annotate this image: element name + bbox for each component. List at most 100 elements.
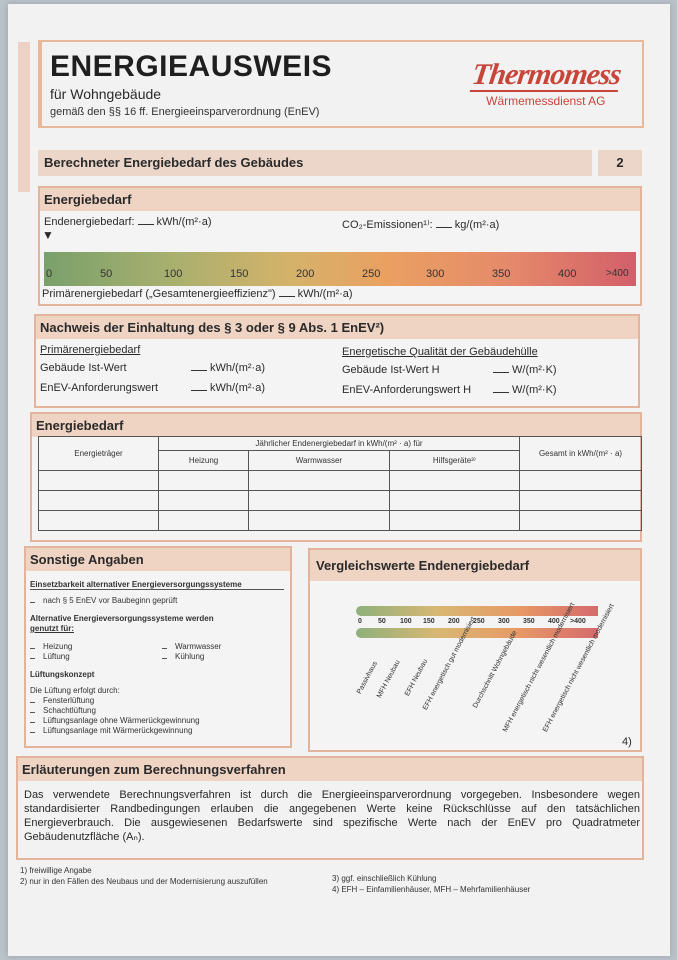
lueftungskonzept-title: Lüftungskonzept bbox=[30, 670, 95, 679]
table-cell[interactable] bbox=[519, 470, 642, 491]
anforderung-h-row: W/(m²·K) bbox=[490, 384, 557, 396]
option-label: Warmwasser bbox=[175, 642, 222, 651]
co2-value-field[interactable] bbox=[435, 227, 452, 228]
checkbox[interactable] bbox=[30, 598, 35, 603]
ist-wert-h-label: Gebäude Ist-Wert H bbox=[342, 364, 440, 376]
comparison-scale-bottom bbox=[356, 628, 598, 638]
table-cell[interactable] bbox=[519, 510, 642, 531]
anforderung-field[interactable] bbox=[191, 390, 207, 391]
document-title: ENERGIEAUSWEIS bbox=[50, 50, 333, 83]
table-cell[interactable] bbox=[38, 510, 159, 531]
option-label: Schachtlüftung bbox=[43, 706, 96, 715]
section-title: Berechneter Energiebedarf des Gebäudes bbox=[44, 155, 304, 170]
anforderung-h-field[interactable] bbox=[493, 392, 509, 393]
table-cell[interactable] bbox=[248, 510, 390, 531]
scale-tick: 0 bbox=[46, 268, 53, 280]
col-group-endenergie: Jährlicher Endenergiebedarf in kWh/(m² ·… bbox=[158, 436, 520, 451]
checkbox[interactable] bbox=[30, 644, 35, 649]
ist-wert-field[interactable] bbox=[191, 370, 207, 371]
col-heizung: Heizung bbox=[157, 450, 250, 471]
table-row bbox=[38, 510, 642, 531]
comparison-tick: 50 bbox=[378, 618, 386, 625]
scale-tick: 250 bbox=[362, 268, 381, 280]
ist-wert-h-field[interactable] bbox=[493, 372, 509, 373]
energiebedarf-table-box: Energiebedarf Energieträger Jährlicher E… bbox=[30, 412, 642, 542]
decorative-stripe bbox=[18, 42, 30, 192]
vergleichswerte-heading: Vergleichswerte Endenergiebedarf bbox=[310, 550, 640, 581]
checkbox[interactable] bbox=[30, 698, 35, 703]
comparison-tick: 350 bbox=[523, 618, 535, 625]
anforderung-h-label: EnEV-Anforderungswert H bbox=[342, 384, 472, 396]
checkbox[interactable] bbox=[162, 644, 167, 649]
einsetzbarkeit-item: nach § 5 EnEV vor Baubeginn geprüft bbox=[30, 596, 177, 605]
page-number: 2 bbox=[598, 150, 642, 176]
scale-tick: 400 bbox=[558, 268, 577, 280]
logo-tagline: Wärmemessdienst AG bbox=[486, 94, 606, 108]
alt-title-1: Alternative Energieversorgungssysteme we… bbox=[30, 614, 214, 623]
endenergie-label: Endenergiebedarf: bbox=[44, 216, 135, 228]
primaer-value-field[interactable] bbox=[278, 296, 295, 297]
table-cell[interactable] bbox=[519, 490, 642, 511]
scale-marker-icon: ▼ bbox=[42, 228, 54, 242]
table-cell[interactable] bbox=[38, 470, 159, 491]
sonstige-box: Sonstige Angaben Einsetzbarkeit alternat… bbox=[24, 546, 292, 748]
einsetzbarkeit-label: nach § 5 EnEV vor Baubeginn geprüft bbox=[43, 596, 178, 605]
option-label: Lüftungsanlage ohne Wärmerückgewinnung bbox=[43, 716, 200, 725]
comparison-label: Passivhaus bbox=[356, 660, 379, 696]
option-warmwasser: Warmwasser bbox=[162, 642, 221, 651]
option-label: Fensterlüftung bbox=[43, 696, 95, 705]
table-cell[interactable] bbox=[157, 490, 250, 511]
table-cell[interactable] bbox=[388, 490, 521, 511]
comparison-tick: 200 bbox=[448, 618, 460, 625]
nachweis-heading: Nachweis der Einhaltung des § 3 oder § 9… bbox=[36, 316, 638, 339]
anforderung-label: EnEV-Anforderungswert bbox=[40, 382, 159, 394]
option-lueftung: Lüftung bbox=[30, 652, 70, 661]
footnote-1: 1) freiwillige Angabe bbox=[20, 866, 92, 875]
option-anlage-mit: Lüftungsanlage mit Wärmerückgewinnung bbox=[30, 726, 192, 735]
table-cell[interactable] bbox=[388, 470, 521, 491]
erlaeuterungen-text: Das verwendete Berechnungsverfahren ist … bbox=[24, 789, 640, 843]
table-cell[interactable] bbox=[248, 490, 390, 511]
table-row bbox=[38, 490, 642, 511]
primaer-label: Primärenergiebedarf („Gesamtenergieeffiz… bbox=[42, 288, 276, 300]
scale-tick: 50 bbox=[100, 268, 113, 280]
option-label: Kühlung bbox=[175, 652, 205, 661]
footnote-3: 3) ggf. einschließlich Kühlung bbox=[332, 874, 437, 883]
checkbox[interactable] bbox=[30, 728, 35, 733]
anforderung-unit: kWh/(m²·a) bbox=[210, 382, 265, 394]
comparison-label: MFH Neubau bbox=[376, 659, 402, 700]
scale-tick: 150 bbox=[230, 268, 249, 280]
legal-reference: gemäß den §§ 16 ff. Energieeinsparverord… bbox=[50, 106, 320, 118]
comparison-label: Durchschnitt Wohngebäude bbox=[472, 629, 519, 710]
checkbox[interactable] bbox=[30, 654, 35, 659]
table-cell[interactable] bbox=[38, 490, 159, 511]
option-anlage-ohne: Lüftungsanlage ohne Wärmerückgewinnung bbox=[30, 716, 200, 725]
comparison-scale-top bbox=[356, 606, 598, 616]
ist-wert-label: Gebäude Ist-Wert bbox=[40, 362, 127, 374]
ist-wert-unit: kWh/(m²·a) bbox=[210, 362, 265, 374]
erlaeuterungen-box: Erläuterungen zum Berechnungsverfahren D… bbox=[16, 756, 644, 860]
table-heading: Energiebedarf bbox=[32, 414, 640, 437]
option-label: Heizung bbox=[43, 642, 73, 651]
energiebedarf-heading: Energiebedarf bbox=[40, 188, 640, 211]
primaer-unit: kWh/(m²·a) bbox=[297, 288, 353, 300]
option-kuehlung: Kühlung bbox=[162, 652, 204, 661]
checkbox[interactable] bbox=[30, 718, 35, 723]
alt-title-2: genutzt für: bbox=[30, 624, 74, 633]
option-schachtlueftung: Schachtlüftung bbox=[30, 706, 96, 715]
table-cell[interactable] bbox=[248, 470, 390, 491]
document-subtitle: für Wohngebäude bbox=[50, 86, 162, 102]
gebaeudehuelle-title: Energetische Qualität der Gebäudehülle bbox=[342, 346, 538, 358]
energiebedarf-box: Energiebedarf Endenergiebedarf: kWh/(m²·a… bbox=[38, 186, 642, 306]
table-cell[interactable] bbox=[157, 470, 250, 491]
comparison-tick: 150 bbox=[423, 618, 435, 625]
erlaeuterungen-heading: Erläuterungen zum Berechnungsverfahren bbox=[18, 758, 642, 781]
checkbox[interactable] bbox=[30, 708, 35, 713]
comparison-tick: 300 bbox=[498, 618, 510, 625]
primaer-row: Primärenergiebedarf („Gesamtenergieeffiz… bbox=[42, 288, 353, 300]
table-cell[interactable] bbox=[157, 510, 250, 531]
lueftung-intro: Die Lüftung erfolgt durch: bbox=[30, 686, 120, 695]
endenergie-value-field[interactable] bbox=[137, 224, 154, 225]
table-cell[interactable] bbox=[388, 510, 521, 531]
checkbox[interactable] bbox=[162, 654, 167, 659]
